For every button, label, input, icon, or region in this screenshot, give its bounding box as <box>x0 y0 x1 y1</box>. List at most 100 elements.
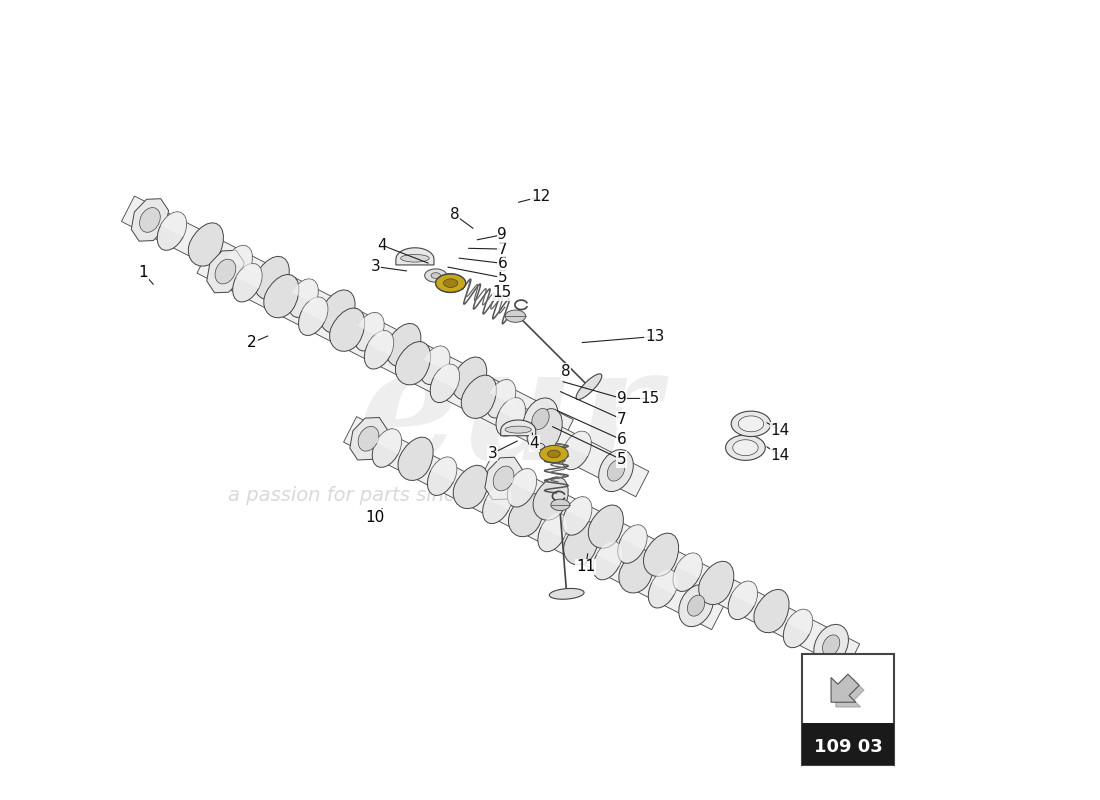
Polygon shape <box>673 553 702 591</box>
Text: 7: 7 <box>497 242 507 257</box>
Polygon shape <box>648 570 678 608</box>
Polygon shape <box>679 585 714 626</box>
Polygon shape <box>354 313 384 351</box>
Polygon shape <box>832 674 859 702</box>
Polygon shape <box>618 525 647 563</box>
Text: 12: 12 <box>531 189 550 204</box>
Polygon shape <box>726 435 766 460</box>
Polygon shape <box>562 497 592 535</box>
Text: 1: 1 <box>139 266 148 280</box>
Polygon shape <box>540 446 569 462</box>
Polygon shape <box>814 624 848 666</box>
Text: 6: 6 <box>617 432 626 447</box>
Polygon shape <box>563 522 598 565</box>
Polygon shape <box>538 514 568 552</box>
Polygon shape <box>140 207 161 232</box>
Polygon shape <box>343 417 725 630</box>
Polygon shape <box>433 364 460 389</box>
Polygon shape <box>207 250 244 293</box>
Polygon shape <box>565 431 591 456</box>
Polygon shape <box>486 379 516 418</box>
Polygon shape <box>254 256 289 300</box>
Polygon shape <box>483 485 512 523</box>
Polygon shape <box>358 313 384 338</box>
Polygon shape <box>428 457 456 495</box>
Polygon shape <box>478 456 860 670</box>
Polygon shape <box>598 450 634 491</box>
Polygon shape <box>431 273 440 278</box>
Text: 3: 3 <box>371 259 381 274</box>
Text: a passion for parts since 1985: a passion for parts since 1985 <box>228 486 522 505</box>
Polygon shape <box>131 198 168 241</box>
Polygon shape <box>549 589 584 599</box>
Polygon shape <box>728 581 758 619</box>
Polygon shape <box>188 222 223 266</box>
Polygon shape <box>121 196 573 445</box>
Polygon shape <box>733 440 758 456</box>
Text: 2: 2 <box>248 335 257 350</box>
Polygon shape <box>500 420 536 436</box>
Polygon shape <box>157 212 187 250</box>
Polygon shape <box>424 346 450 371</box>
Polygon shape <box>289 279 318 318</box>
Polygon shape <box>505 310 526 322</box>
Text: 11: 11 <box>576 559 595 574</box>
Polygon shape <box>688 595 705 616</box>
Polygon shape <box>527 409 562 452</box>
Polygon shape <box>461 375 496 418</box>
Polygon shape <box>576 374 602 400</box>
Text: 109 03: 109 03 <box>814 738 882 755</box>
Polygon shape <box>227 246 252 270</box>
Polygon shape <box>738 416 763 432</box>
Polygon shape <box>732 411 771 437</box>
Text: eur: eur <box>358 339 660 493</box>
Text: 9: 9 <box>497 227 507 242</box>
Text: 8: 8 <box>450 207 460 222</box>
Polygon shape <box>607 460 625 481</box>
Polygon shape <box>783 610 813 648</box>
Text: 5: 5 <box>617 452 626 467</box>
Polygon shape <box>232 263 262 302</box>
Polygon shape <box>507 469 537 507</box>
Polygon shape <box>443 279 458 287</box>
Polygon shape <box>551 499 570 510</box>
Text: 13: 13 <box>646 329 664 344</box>
Text: 14: 14 <box>771 448 790 463</box>
Text: 7: 7 <box>617 411 626 426</box>
Polygon shape <box>619 550 654 593</box>
Polygon shape <box>350 418 387 460</box>
Text: 3: 3 <box>488 446 497 461</box>
Polygon shape <box>541 514 568 538</box>
Polygon shape <box>453 466 488 509</box>
Polygon shape <box>490 380 516 405</box>
Polygon shape <box>398 437 433 481</box>
Text: 6: 6 <box>497 256 507 271</box>
Polygon shape <box>452 357 486 400</box>
Polygon shape <box>320 290 355 334</box>
Polygon shape <box>223 246 252 284</box>
Polygon shape <box>698 562 734 605</box>
Polygon shape <box>264 274 299 318</box>
Polygon shape <box>524 398 558 440</box>
Polygon shape <box>836 679 864 707</box>
Text: 14: 14 <box>771 422 790 438</box>
Polygon shape <box>214 259 235 284</box>
Text: 8: 8 <box>561 364 571 379</box>
Polygon shape <box>364 330 394 369</box>
Polygon shape <box>534 443 544 450</box>
Polygon shape <box>293 279 318 304</box>
Polygon shape <box>197 248 649 497</box>
Polygon shape <box>372 429 402 467</box>
Polygon shape <box>386 323 421 366</box>
Ellipse shape <box>505 426 531 433</box>
Polygon shape <box>499 398 526 422</box>
Polygon shape <box>651 570 678 594</box>
Polygon shape <box>425 269 447 282</box>
Polygon shape <box>396 342 430 385</box>
Polygon shape <box>754 590 789 633</box>
Text: 15: 15 <box>493 286 512 300</box>
Polygon shape <box>486 486 512 510</box>
Polygon shape <box>236 264 262 289</box>
Polygon shape <box>548 450 560 458</box>
Bar <box>802 654 893 766</box>
